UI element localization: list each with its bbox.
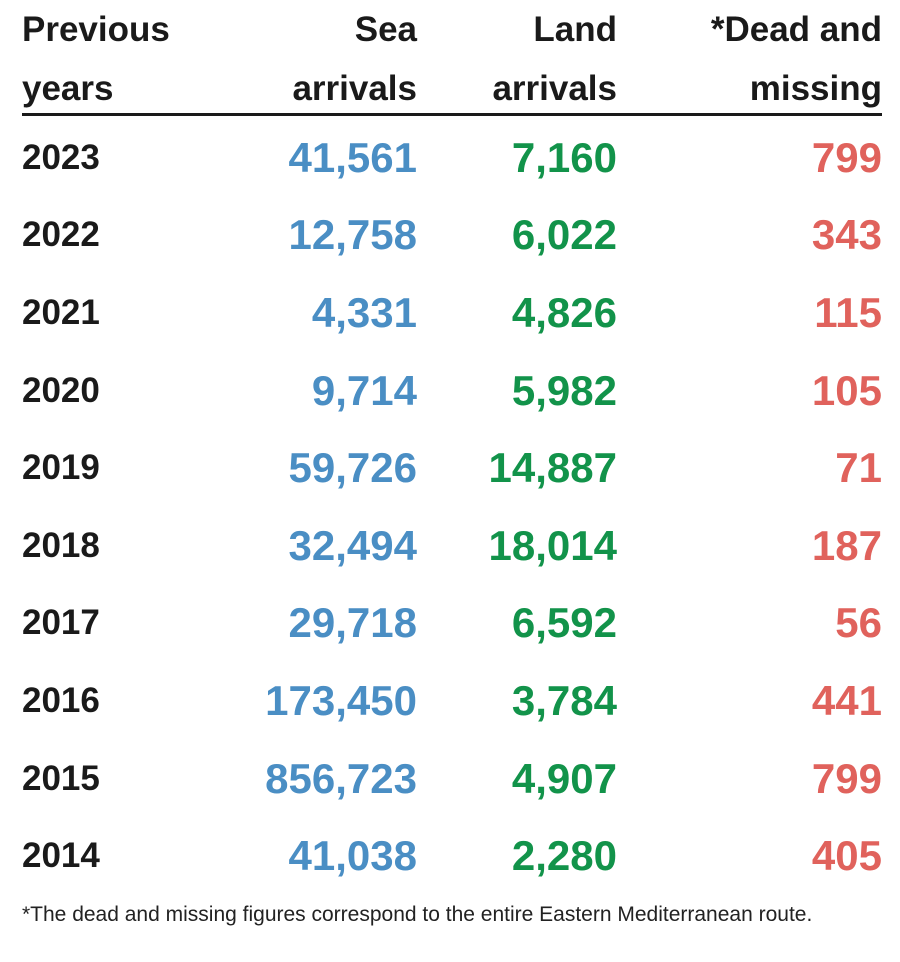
table-row: 2023 41,561 7,160 799 <box>22 119 882 197</box>
land-arrivals-cell: 4,907 <box>511 754 617 802</box>
land-arrivals-cell: 7,160 <box>511 133 617 181</box>
table-header: Previous years Sea arrivals Land arrival… <box>22 0 882 116</box>
sea-arrivals-cell: 32,494 <box>288 521 417 569</box>
year-cell: 2021 <box>22 292 100 332</box>
dead-missing-cell: 105 <box>811 366 882 414</box>
land-arrivals-cell: 3,784 <box>511 676 617 724</box>
table-row: 2022 12,758 6,022 343 <box>22 197 882 275</box>
year-cell: 2018 <box>22 525 100 565</box>
year-cell: 2023 <box>22 137 100 177</box>
land-arrivals-cell: 6,022 <box>511 211 617 259</box>
table-row: 2017 29,718 6,592 56 <box>22 585 882 663</box>
sea-arrivals-cell: 41,561 <box>288 133 417 181</box>
dead-missing-cell: 441 <box>811 676 882 724</box>
land-arrivals-cell: 6,592 <box>511 599 617 647</box>
header-dead-and-missing: *Dead and missing <box>710 10 882 108</box>
header-previous-years: Previous years <box>22 10 170 108</box>
year-cell: 2017 <box>22 603 100 643</box>
sea-arrivals-cell: 29,718 <box>288 599 417 647</box>
table-row: 2021 4,331 4,826 115 <box>22 274 882 352</box>
dead-missing-cell: 187 <box>811 521 882 569</box>
year-cell: 2020 <box>22 370 100 410</box>
dead-missing-cell: 799 <box>811 133 882 181</box>
sea-arrivals-cell: 59,726 <box>288 444 417 492</box>
year-cell: 2016 <box>22 680 100 720</box>
dead-missing-cell: 115 <box>814 288 882 336</box>
dead-missing-cell: 405 <box>811 832 882 880</box>
sea-arrivals-cell: 41,038 <box>288 832 417 880</box>
table-row: 2018 32,494 18,014 187 <box>22 507 882 585</box>
footnote: *The dead and missing figures correspond… <box>22 903 813 926</box>
land-arrivals-cell: 2,280 <box>511 832 617 880</box>
year-cell: 2022 <box>22 215 100 255</box>
sea-arrivals-cell: 856,723 <box>265 754 417 802</box>
dead-missing-cell: 56 <box>835 599 882 647</box>
table-row: 2019 59,726 14,887 71 <box>22 429 882 507</box>
land-arrivals-cell: 14,887 <box>488 444 617 492</box>
year-cell: 2015 <box>22 758 100 798</box>
header-land-arrivals: Land arrivals <box>492 10 617 108</box>
dead-missing-cell: 799 <box>811 754 882 802</box>
sea-arrivals-cell: 173,450 <box>265 676 417 724</box>
dead-missing-cell: 71 <box>835 444 882 492</box>
table-row: 2014 41,038 2,280 405 <box>22 817 882 895</box>
arrivals-table: Previous years Sea arrivals Land arrival… <box>22 0 882 895</box>
year-cell: 2019 <box>22 448 100 488</box>
sea-arrivals-cell: 12,758 <box>288 211 417 259</box>
sea-arrivals-cell: 4,331 <box>311 288 417 336</box>
dead-missing-cell: 343 <box>811 211 882 259</box>
table-row: 2016 173,450 3,784 441 <box>22 662 882 740</box>
table-row: 2015 856,723 4,907 799 <box>22 740 882 818</box>
land-arrivals-cell: 4,826 <box>511 288 617 336</box>
land-arrivals-cell: 18,014 <box>488 521 617 569</box>
table-row: 2020 9,714 5,982 105 <box>22 352 882 430</box>
land-arrivals-cell: 5,982 <box>511 366 617 414</box>
sea-arrivals-cell: 9,714 <box>311 366 417 414</box>
year-cell: 2014 <box>22 836 100 876</box>
header-sea-arrivals: Sea arrivals <box>292 10 417 108</box>
table-body: 2023 41,561 7,160 799 2022 12,758 6,022 343 2021… <box>22 119 882 895</box>
